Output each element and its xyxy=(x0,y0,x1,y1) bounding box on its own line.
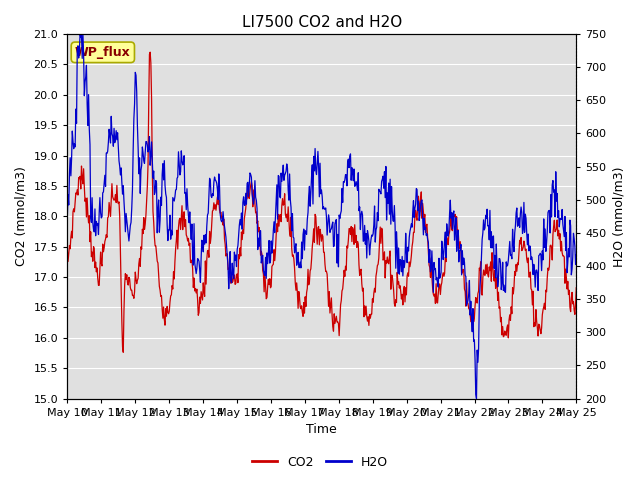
Text: WP_flux: WP_flux xyxy=(75,46,131,59)
Y-axis label: CO2 (mmol/m3): CO2 (mmol/m3) xyxy=(15,167,28,266)
Y-axis label: H2O (mmol/m3): H2O (mmol/m3) xyxy=(612,166,625,266)
X-axis label: Time: Time xyxy=(307,423,337,436)
Legend: CO2, H2O: CO2, H2O xyxy=(247,451,393,474)
Title: LI7500 CO2 and H2O: LI7500 CO2 and H2O xyxy=(242,15,402,30)
